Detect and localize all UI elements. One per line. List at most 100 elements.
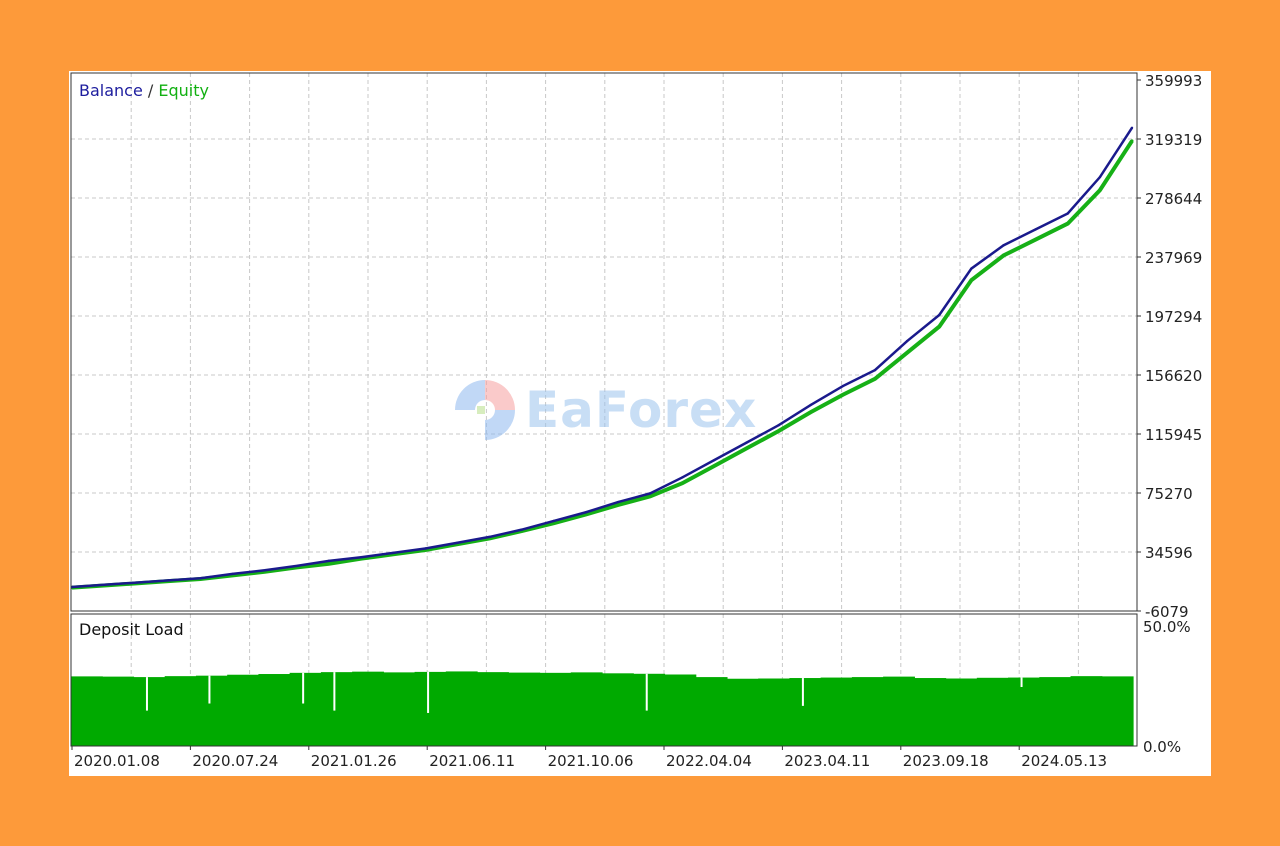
deposit-load-bar [102,676,135,746]
deposit-plot-frame [70,613,1138,747]
equity-point [712,464,716,468]
main-plot-frame [70,72,1138,612]
equity-point [745,446,749,450]
balance-point [327,559,331,563]
deposit-load-bar [133,677,166,746]
y-tick-label: 156620 [1145,367,1202,385]
balance-point [102,583,106,586]
equity-point [327,562,331,566]
deposit-load-bar [352,671,384,746]
x-tick-label: 2021.06.11 [429,752,515,770]
x-tick-label: 2023.09.18 [903,752,989,770]
legend-equity: Equity [158,81,209,100]
watermark-text: EaForex [525,381,758,439]
x-tick-label: 2020.07.24 [192,752,278,770]
deposit-y-tick-label: 50.0% [1143,618,1191,636]
balance-point [424,547,427,550]
deposit-load-bar [570,672,603,746]
deposit-load-bar [508,672,541,746]
balance-point [905,339,909,343]
deposit-load-bar [695,677,728,746]
y-tick-label: 75270 [1145,485,1193,503]
equity-point [937,325,941,329]
balance-point [616,500,620,504]
deposit-load-bar [539,672,572,746]
deposit-load-bar [945,678,978,746]
balance-point [456,541,459,544]
x-tick-label: 2023.04.11 [784,752,870,770]
legend-balance: Balance [79,81,143,100]
balance-point [873,368,877,372]
balance-point [199,577,202,580]
balance-point [648,492,652,495]
equity-point [1130,139,1134,143]
deposit-load-bar [383,672,416,746]
deposit-load-bar [320,672,353,746]
balance-point [552,519,556,523]
balance-point [745,441,748,444]
deposit-load-bar [1039,677,1072,746]
equity-point [841,393,845,397]
deposit-load-bar [1008,677,1040,746]
y-tick-label: 278644 [1145,190,1202,208]
deposit-load-bar [71,676,103,746]
deposit-load-bar [633,673,666,746]
balance-point [584,511,588,514]
y-tick-label: 34596 [1145,544,1193,562]
balance-point [970,267,973,270]
balance-point [1002,244,1005,247]
balance-point [359,556,363,559]
equity-point [648,494,652,498]
deposit-load-bar [477,672,509,746]
balance-point [488,535,491,539]
deposit-load-bar [289,672,322,746]
equity-point [680,481,684,485]
deposit-load-dip [1020,677,1023,687]
deposit-load-bar [820,677,853,746]
balance-point [809,403,812,407]
equity-point [616,503,620,507]
balance-point [841,384,845,388]
deposit-load-bar [414,671,447,746]
deposit-load-title: Deposit Load [79,620,184,639]
deposit-load-dip [333,672,336,711]
legend: Balance / Equity [79,81,209,100]
balance-point [520,528,523,531]
chart-card [69,71,1211,776]
balance-point [167,579,170,582]
deposit-load-bar [914,678,947,746]
equity-point [777,429,781,433]
y-tick-label: 237969 [1145,249,1202,267]
deposit-load-bar [851,677,884,746]
deposit-load-bar [976,677,1009,746]
deposit-load-bar [1101,676,1134,746]
deposit-load-bar [258,674,291,746]
equity-point [873,377,877,381]
deposit-load-bar [602,673,634,746]
deposit-load-bar [445,671,478,746]
balance-point [681,476,684,479]
deposit-load-bar [758,678,791,746]
deposit-load-bar [164,676,197,746]
balance-point [1066,212,1069,215]
deposit-load-dip [645,673,648,711]
x-tick-label: 2024.05.13 [1021,752,1107,770]
deposit-load-bar [726,678,759,746]
equity-point [1066,222,1070,226]
legend-separator: / [142,81,159,100]
y-tick-label: 359993 [1145,72,1202,90]
equity-point [905,351,909,355]
equity-point [1034,238,1038,242]
x-tick-label: 2020.01.08 [74,752,160,770]
balance-point [263,569,266,572]
balance-point [938,313,941,317]
deposit-y-tick-label: 0.0% [1143,738,1181,756]
equity-line [71,139,1134,590]
balance-point [1098,175,1102,179]
watermark-logo-icon [455,380,515,440]
x-tick-label: 2021.01.26 [311,752,397,770]
balance-point [295,564,299,568]
deposit-load-bar [227,674,260,746]
y-tick-label: 319319 [1145,131,1202,149]
